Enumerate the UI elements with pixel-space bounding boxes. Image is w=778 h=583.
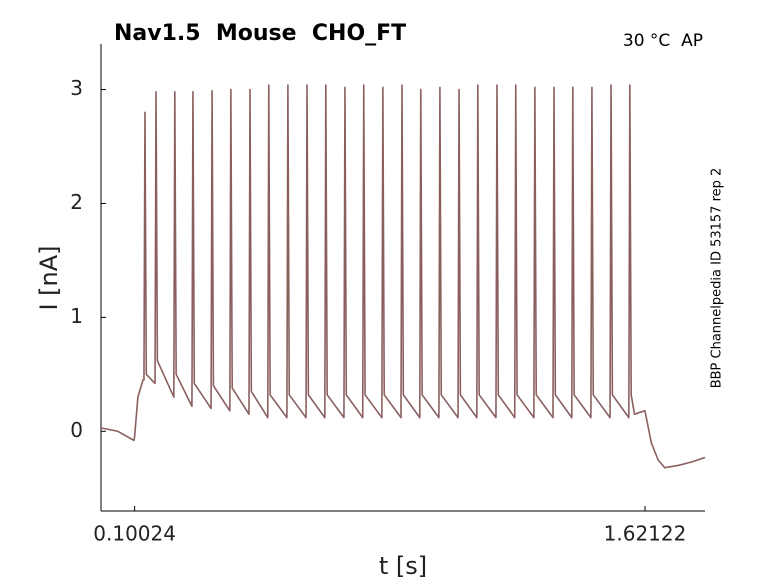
y-tick-label: 1 <box>70 304 83 328</box>
y-tick-label: 2 <box>70 190 83 214</box>
x-axis-label: t [s] <box>379 552 427 580</box>
y-axis-label: I [nA] <box>35 245 63 310</box>
y-tick-label: 3 <box>70 76 83 100</box>
y-tick-label: 0 <box>70 418 83 442</box>
trace <box>100 84 706 469</box>
annotation: BBP Channelpedia ID 53157 rep 2 <box>710 168 725 389</box>
chart-title: Nav1.5 Mouse CHO_FT <box>114 21 406 46</box>
x-tick-label: 0.10024 <box>93 522 176 546</box>
x-tick-label: 1.62122 <box>604 522 687 546</box>
chart-subtitle: 30 °C AP <box>623 31 703 51</box>
